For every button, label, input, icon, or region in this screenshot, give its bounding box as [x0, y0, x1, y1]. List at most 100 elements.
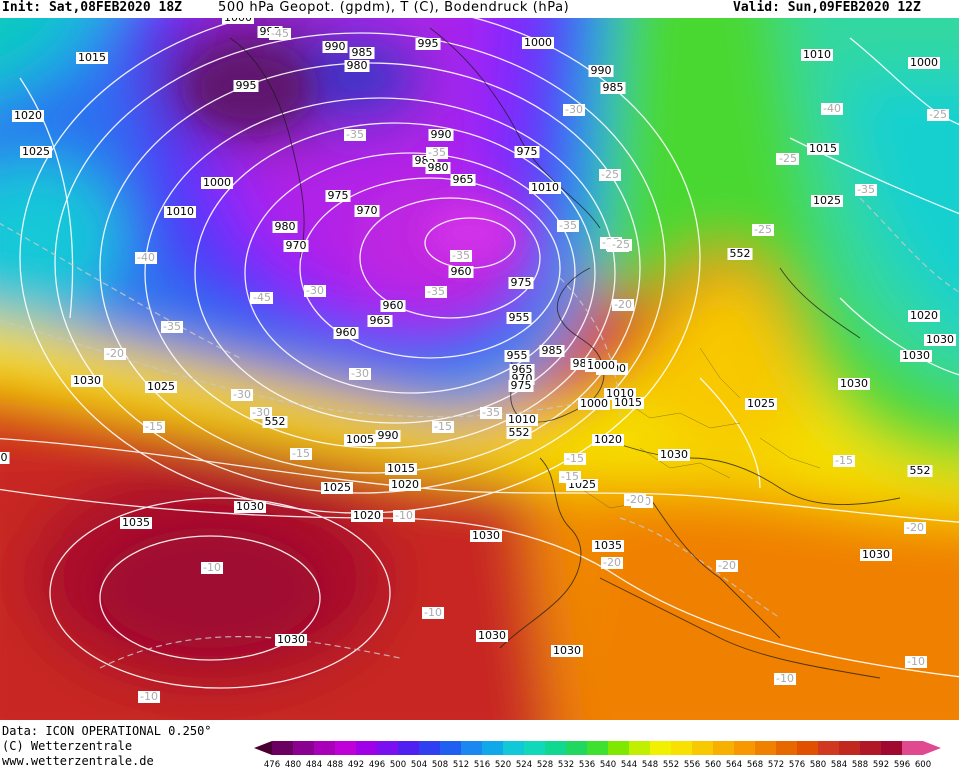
pressure-label: 1025 — [20, 145, 52, 158]
temperature-label: -30 — [349, 367, 371, 380]
temperature-label: -25 — [927, 108, 949, 121]
colorbar-swatch — [629, 741, 650, 755]
pressure-label: 985 — [349, 46, 375, 59]
colorbar-swatch — [377, 741, 398, 755]
pressure-label: 1020 — [351, 509, 383, 522]
temperature-label: -35 — [426, 146, 448, 159]
pressure-label: 1030 — [551, 644, 583, 657]
colorbar-swatch — [839, 741, 860, 755]
colorbar-tick-label: 500 — [390, 760, 406, 770]
colorbar-swatch — [860, 741, 881, 755]
colorbar-swatch — [524, 741, 545, 755]
colorbar-tick-label: 536 — [579, 760, 595, 770]
colorbar-tick-label: 476 — [264, 760, 280, 770]
temperature-label: -15 — [559, 470, 581, 483]
pressure-label: 1025 — [321, 481, 353, 494]
pressure-label: 1020 — [389, 478, 421, 491]
temperature-label: -25 — [777, 152, 799, 165]
colorbar-tick-label: 480 — [285, 760, 301, 770]
temperature-label: -30 — [304, 284, 326, 297]
pressure-label: 995 — [233, 79, 259, 92]
pressure-label: 1015 — [807, 142, 839, 155]
pressure-label: 1035 — [120, 516, 152, 529]
pressure-label: 1000 — [201, 176, 233, 189]
colorbar-tick-label: 596 — [894, 760, 910, 770]
colorbar-swatch — [650, 741, 671, 755]
pressure-label: 995 — [415, 37, 441, 50]
colorbar-tick-label: 524 — [516, 760, 532, 770]
temperature-label: -45 — [269, 27, 291, 40]
colorbar-arrow-right — [923, 741, 941, 755]
temperature-label: -25 — [752, 223, 774, 236]
colorbar-swatch — [734, 741, 755, 755]
geopotential-label: 552 — [907, 464, 933, 477]
pressure-label: 1010 — [506, 413, 538, 426]
pressure-label: 960 — [448, 265, 474, 278]
isotherms — [0, 197, 959, 669]
pressure-label: 1030 — [476, 629, 508, 642]
temperature-label: -10 — [422, 606, 444, 619]
colorbar-arrow-left — [254, 741, 272, 755]
pressure-label: 960 — [333, 326, 359, 339]
colorbar-swatch — [545, 741, 566, 755]
pressure-label: 1030 — [900, 349, 932, 362]
pressure-label: 1030 — [234, 500, 266, 513]
pressure-label: 1010 — [529, 181, 561, 194]
temperature-label: -35 — [425, 285, 447, 298]
geopotential-label: 552 — [506, 426, 532, 439]
temperature-label: -35 — [557, 219, 579, 232]
valid-time-label: Valid: Sun,09FEB2020 12Z — [733, 0, 921, 15]
colorbar-swatch — [398, 741, 419, 755]
temperature-label: -10 — [393, 509, 415, 522]
colorbar-tick-label: 600 — [915, 760, 931, 770]
temperature-label: -20 — [104, 347, 126, 360]
colorbar-tick-label: 488 — [327, 760, 343, 770]
colorbar-tick-label: 580 — [810, 760, 826, 770]
pressure-label: 1005 — [344, 433, 376, 446]
pressure-label: 1030 — [838, 377, 870, 390]
pressure-label: 1000 — [585, 359, 617, 372]
colorbar-swatch — [818, 741, 839, 755]
website-label: www.wetterzentrale.de — [2, 754, 154, 768]
colorbar-tick-label: 496 — [369, 760, 385, 770]
pressure-label: 980 — [272, 220, 298, 233]
temperature-label: -15 — [290, 447, 312, 460]
colorbar-swatch — [293, 741, 314, 755]
colorbar-tick-label: 552 — [663, 760, 679, 770]
pressure-label: 1025 — [745, 397, 777, 410]
pressure-label: 1030 — [470, 529, 502, 542]
colorbar-tick-label: 512 — [453, 760, 469, 770]
colorbar-tick-label: 504 — [411, 760, 427, 770]
pressure-label: 1030 — [658, 448, 690, 461]
pressure-label: 1015 — [385, 462, 417, 475]
pressure-label: 1025 — [145, 380, 177, 393]
pressure-label: 1020 — [12, 109, 44, 122]
pressure-label: 1030 — [924, 333, 956, 346]
pressure-label: 1030 — [71, 374, 103, 387]
pressure-label: 1030 — [860, 548, 892, 561]
pressure-label: 1025 — [811, 194, 843, 207]
pressure-label: 990 — [322, 40, 348, 53]
temperature-label: -15 — [143, 420, 165, 433]
temperature-label: -15 — [432, 420, 454, 433]
pressure-label: 960 — [380, 299, 406, 312]
colorbar-swatch — [902, 741, 923, 755]
header-bar: Init: Sat,08FEB2020 18Z 500 hPa Geopot. … — [0, 0, 959, 18]
pressure-label: 975 — [514, 145, 540, 158]
colorbar-tick-label: 532 — [558, 760, 574, 770]
pressure-label: 1000 — [908, 56, 940, 69]
colorbar-swatch — [566, 741, 587, 755]
colorbar-tick-label: 544 — [621, 760, 637, 770]
colorbar-tick-label: 556 — [684, 760, 700, 770]
colorbar-swatch — [881, 741, 902, 755]
pressure-label: 990 — [375, 429, 401, 442]
map-canvas — [0, 18, 959, 720]
pressure-label: 1010 — [164, 205, 196, 218]
colorbar-swatch — [776, 741, 797, 755]
temperature-label: -35 — [344, 128, 366, 141]
temperature-label: -20 — [904, 521, 926, 534]
pressure-label: 965 — [367, 314, 393, 327]
geopotential-label: 552 — [262, 415, 288, 428]
pressure-label: 1010 — [801, 48, 833, 61]
pressure-label: 990 — [428, 128, 454, 141]
